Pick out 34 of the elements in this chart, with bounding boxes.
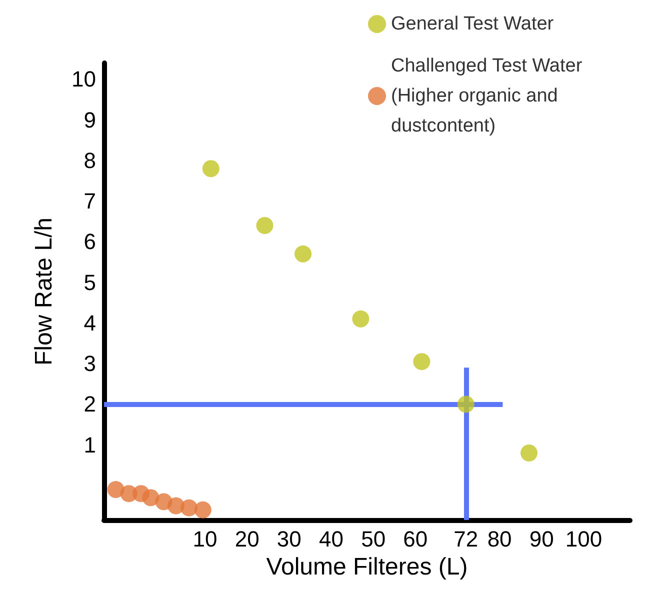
x-tick-label: 72 (454, 526, 478, 552)
y-tick-label: 7 (84, 188, 96, 214)
legend-label: Challenged Test Water (Higher organic and dustcontent) (391, 56, 588, 136)
point (256, 216, 274, 234)
y-axis-title: Flow Rate L/h (30, 217, 58, 366)
y-tick-label: 10 (72, 66, 96, 92)
x-tick-label: 20 (234, 526, 260, 552)
point (294, 245, 312, 262)
y-tick-label: 3 (84, 351, 96, 376)
x-tick-label: 30 (276, 526, 302, 552)
point (520, 444, 538, 462)
x-tick-label: 100 (565, 526, 602, 552)
x-tick-label: 50 (361, 526, 386, 552)
point (202, 160, 220, 178)
x-tick-label: 10 (192, 526, 218, 552)
legend-label: General Test Water (391, 14, 554, 34)
point (352, 310, 370, 328)
y-tick-label: 1 (84, 432, 96, 458)
y-tick-label: 6 (84, 229, 96, 254)
x-axis-title: Volume Filteres (L) (266, 553, 468, 580)
point (194, 501, 212, 518)
y-tick-label: 9 (84, 107, 96, 132)
y-tick-label: 4 (84, 310, 96, 336)
point (180, 499, 198, 516)
y-tick-label: 5 (84, 270, 96, 295)
x-tick-label: 80 (487, 526, 512, 552)
point (457, 396, 474, 413)
x-tick-label: 60 (403, 526, 428, 552)
y-tick-label: 2 (84, 392, 96, 417)
y-tick-label: 8 (84, 148, 96, 173)
point (142, 489, 160, 506)
x-tick-label: 40 (318, 526, 344, 552)
point (413, 353, 430, 370)
x-tick-label: 90 (529, 526, 554, 552)
